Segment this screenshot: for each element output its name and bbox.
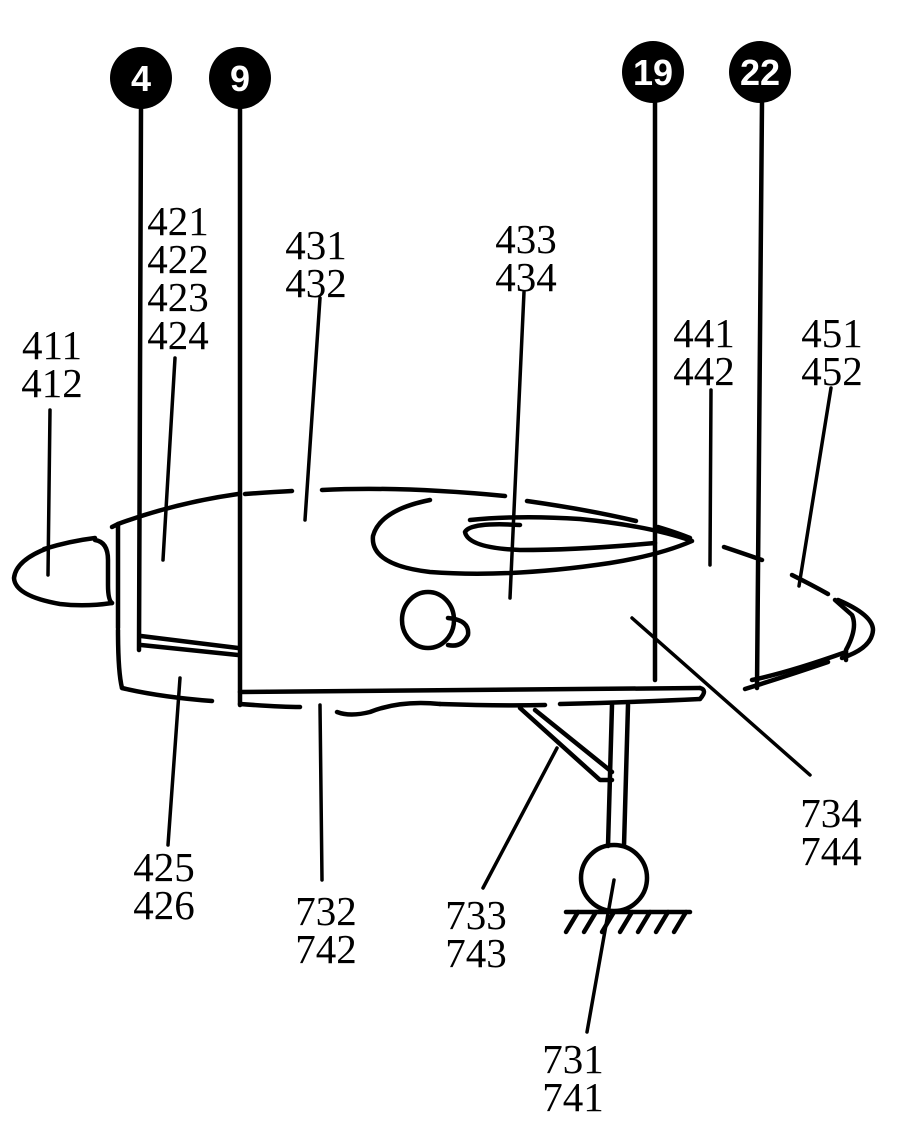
leader-lines [46,290,833,1034]
label-rear-lower: 734 744 [800,790,862,874]
canopy [370,497,695,576]
landing-gear [517,702,693,935]
leader-strut [481,746,559,890]
station-badge-19-text: 19 [633,52,673,93]
label-front-upper: 421 422 423 424 [147,198,209,358]
wheel [578,842,650,914]
label-strut: 733 743 [445,892,507,976]
station-badge-22: 22 [729,41,791,103]
label-rear-upper: 441 442 [673,310,735,394]
leader-front-lower [166,676,182,847]
label-mid-side: 433 434 [495,216,557,300]
label-nose: 411 412 [21,322,83,406]
label-tail: 451 452 [801,310,863,394]
front-cowl-panels [115,627,241,691]
station-badge-4-text: 4 [131,58,151,99]
station-line-4 [136,105,144,653]
leader-belly [318,703,324,882]
station-badge-22-text: 22 [740,52,780,93]
leader-front-upper [161,356,177,562]
leader-rear-lower [630,616,812,777]
inspection-port [399,589,471,651]
label-belly: 732 742 [295,888,357,972]
station-badge-4: 4 [110,47,172,109]
station-badge-9: 9 [209,47,271,109]
leader-wheel [585,878,616,1034]
label-front-lower: 425 426 [133,844,195,928]
nose-spinner [11,521,121,631]
leader-tail [797,386,833,588]
label-wheel: 731 741 [542,1036,604,1120]
leader-mid-upper [303,296,322,522]
station-line-22 [754,99,765,691]
leader-nose [46,408,52,577]
label-mid-upper: 431 432 [285,222,347,306]
fuselage-outline [41,486,876,717]
tail-cone [749,597,857,683]
station-badge-9-text: 9 [230,58,250,99]
leader-rear-upper [708,388,713,567]
station-badge-19: 19 [622,41,684,103]
leader-mid-side [508,290,526,600]
